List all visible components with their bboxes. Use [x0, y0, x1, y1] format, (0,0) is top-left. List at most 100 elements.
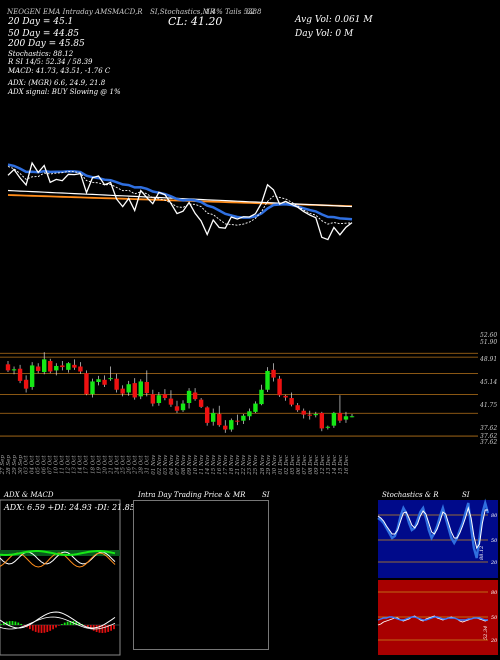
- candle-body: [253, 403, 258, 412]
- candle-body: [5, 364, 11, 371]
- candle-body: [331, 412, 337, 426]
- macd-histogram-bar: [104, 625, 107, 633]
- header-title: NEOGEN EMA Intraday AMSMACD,R: [7, 8, 143, 16]
- stoch-level-label: 80: [491, 513, 498, 519]
- date-tick-label: 16 Dec: [344, 455, 350, 475]
- price-level-label: 37.62: [480, 439, 498, 446]
- price-level-label: 51.90: [480, 339, 498, 346]
- macd-histogram-bar: [43, 625, 46, 633]
- close-price-line: [7, 161, 353, 241]
- candle-body: [307, 414, 312, 416]
- candle-body: [23, 379, 29, 389]
- candle-body: [168, 398, 174, 405]
- candle-body: [54, 365, 59, 371]
- candle-body: [126, 384, 131, 393]
- candle-body: [108, 378, 113, 380]
- macd-histogram-bar: [58, 625, 60, 626]
- macd-histogram-bar: [60, 624, 63, 625]
- candlestick-chart: [0, 352, 478, 437]
- candle-body: [210, 412, 216, 422]
- macd-histogram-bar: [49, 625, 52, 631]
- macd-histogram-bar: [5, 621, 8, 625]
- ema-chart: [7, 161, 353, 241]
- candle-body: [295, 405, 300, 411]
- candle-body: [78, 366, 83, 372]
- price-level-label: 37.62: [480, 433, 498, 440]
- macd-histogram-bar: [66, 621, 69, 625]
- macd-histogram-bar: [55, 625, 57, 628]
- macd-histogram-bar: [89, 625, 92, 630]
- macd-histogram-bar: [23, 625, 25, 626]
- tails-info-2: 62: [246, 8, 255, 16]
- candle-body: [29, 365, 35, 387]
- candle-body: [325, 426, 331, 428]
- avg-volume: Avg Vol: 0.061 M: [295, 15, 373, 25]
- price-level-label: 52.60: [480, 332, 498, 339]
- candle-body: [35, 366, 41, 371]
- intraday-panel: [133, 500, 269, 650]
- candle-body: [180, 403, 186, 411]
- macd-histogram-bar: [20, 623, 23, 625]
- candle-body: [138, 381, 143, 397]
- candle-body: [247, 411, 252, 417]
- macd-histogram-bar: [52, 625, 54, 630]
- stoch-panel-title-si: SI: [462, 491, 470, 499]
- macd-histogram-bar: [107, 625, 110, 632]
- macd-histogram-bar: [63, 622, 66, 625]
- macd-histogram-bar: [17, 622, 20, 625]
- candle-body: [337, 412, 343, 421]
- macd-histogram-bar: [34, 625, 37, 632]
- candle-body: [72, 364, 77, 368]
- macd-histogram-bar: [31, 625, 34, 631]
- macd-histogram-bar: [95, 625, 98, 632]
- macd-histogram-bar: [101, 625, 104, 633]
- rsi-level-label: 50: [491, 615, 498, 621]
- candle-body: [186, 390, 192, 403]
- rsi-value-label: 52.34: [483, 626, 489, 640]
- stochastics-readout: Stochastics: 88.12: [8, 50, 74, 58]
- candle-body: [60, 365, 65, 368]
- candle-body: [343, 416, 349, 420]
- candle-body: [283, 395, 288, 398]
- candle-body: [198, 399, 204, 407]
- macd-signal-line: [0, 616, 116, 630]
- price-level-label: 45.14: [480, 379, 498, 386]
- rsi-level-label: 20: [490, 638, 498, 644]
- macd-histogram-bar: [40, 625, 43, 633]
- candle-body: [132, 383, 137, 398]
- candle-body: [223, 425, 228, 430]
- candle-body: [192, 392, 198, 400]
- ema-20-label: 20 Day = 45.1: [8, 17, 74, 27]
- price-level-label: 41.75: [480, 402, 498, 409]
- candle-body: [42, 359, 47, 373]
- adx-line: [0, 550, 116, 557]
- adx-macd-panel: [0, 499, 121, 656]
- day-volume: Day Vol: 0 M: [295, 29, 354, 39]
- intraday-panel-title: Intra Day Trading Price & MR: [138, 491, 246, 499]
- candle-body: [235, 420, 240, 422]
- stoch-panel-title: Stochastics & R: [382, 491, 439, 499]
- candle-body: [90, 381, 95, 395]
- candle-body: [48, 361, 53, 372]
- macd-histogram-bar: [37, 625, 40, 633]
- price-level-label: 37.62: [480, 425, 498, 432]
- stoch-value-label: 88.12: [479, 546, 485, 560]
- candle-body: [229, 420, 234, 430]
- price-level-label: 48.91: [480, 356, 498, 363]
- candle-body: [66, 363, 71, 370]
- stoch-level-label: 20: [490, 560, 498, 566]
- macd-histogram-bar: [87, 625, 89, 628]
- rsi-readout: R SI 14/5: 52.34 / 58.39: [8, 58, 93, 66]
- stoch-level-label: 50: [491, 538, 498, 544]
- candle-body: [259, 389, 264, 405]
- adx-panel-title: ADX & MACD: [4, 491, 54, 499]
- candle-body: [319, 412, 325, 429]
- tails-info: 1.4% Tails 5388: [205, 8, 262, 16]
- stoch-d-line: [377, 506, 488, 550]
- adx-readout: ADX: (MGR) 6.6, 24.9, 21.8: [8, 79, 106, 87]
- candle-body: [265, 370, 270, 390]
- macd-histogram-bar: [84, 625, 86, 626]
- candle-body: [84, 373, 89, 395]
- candle-body: [17, 368, 23, 381]
- date-tick-label: 31 Oct: [144, 455, 151, 475]
